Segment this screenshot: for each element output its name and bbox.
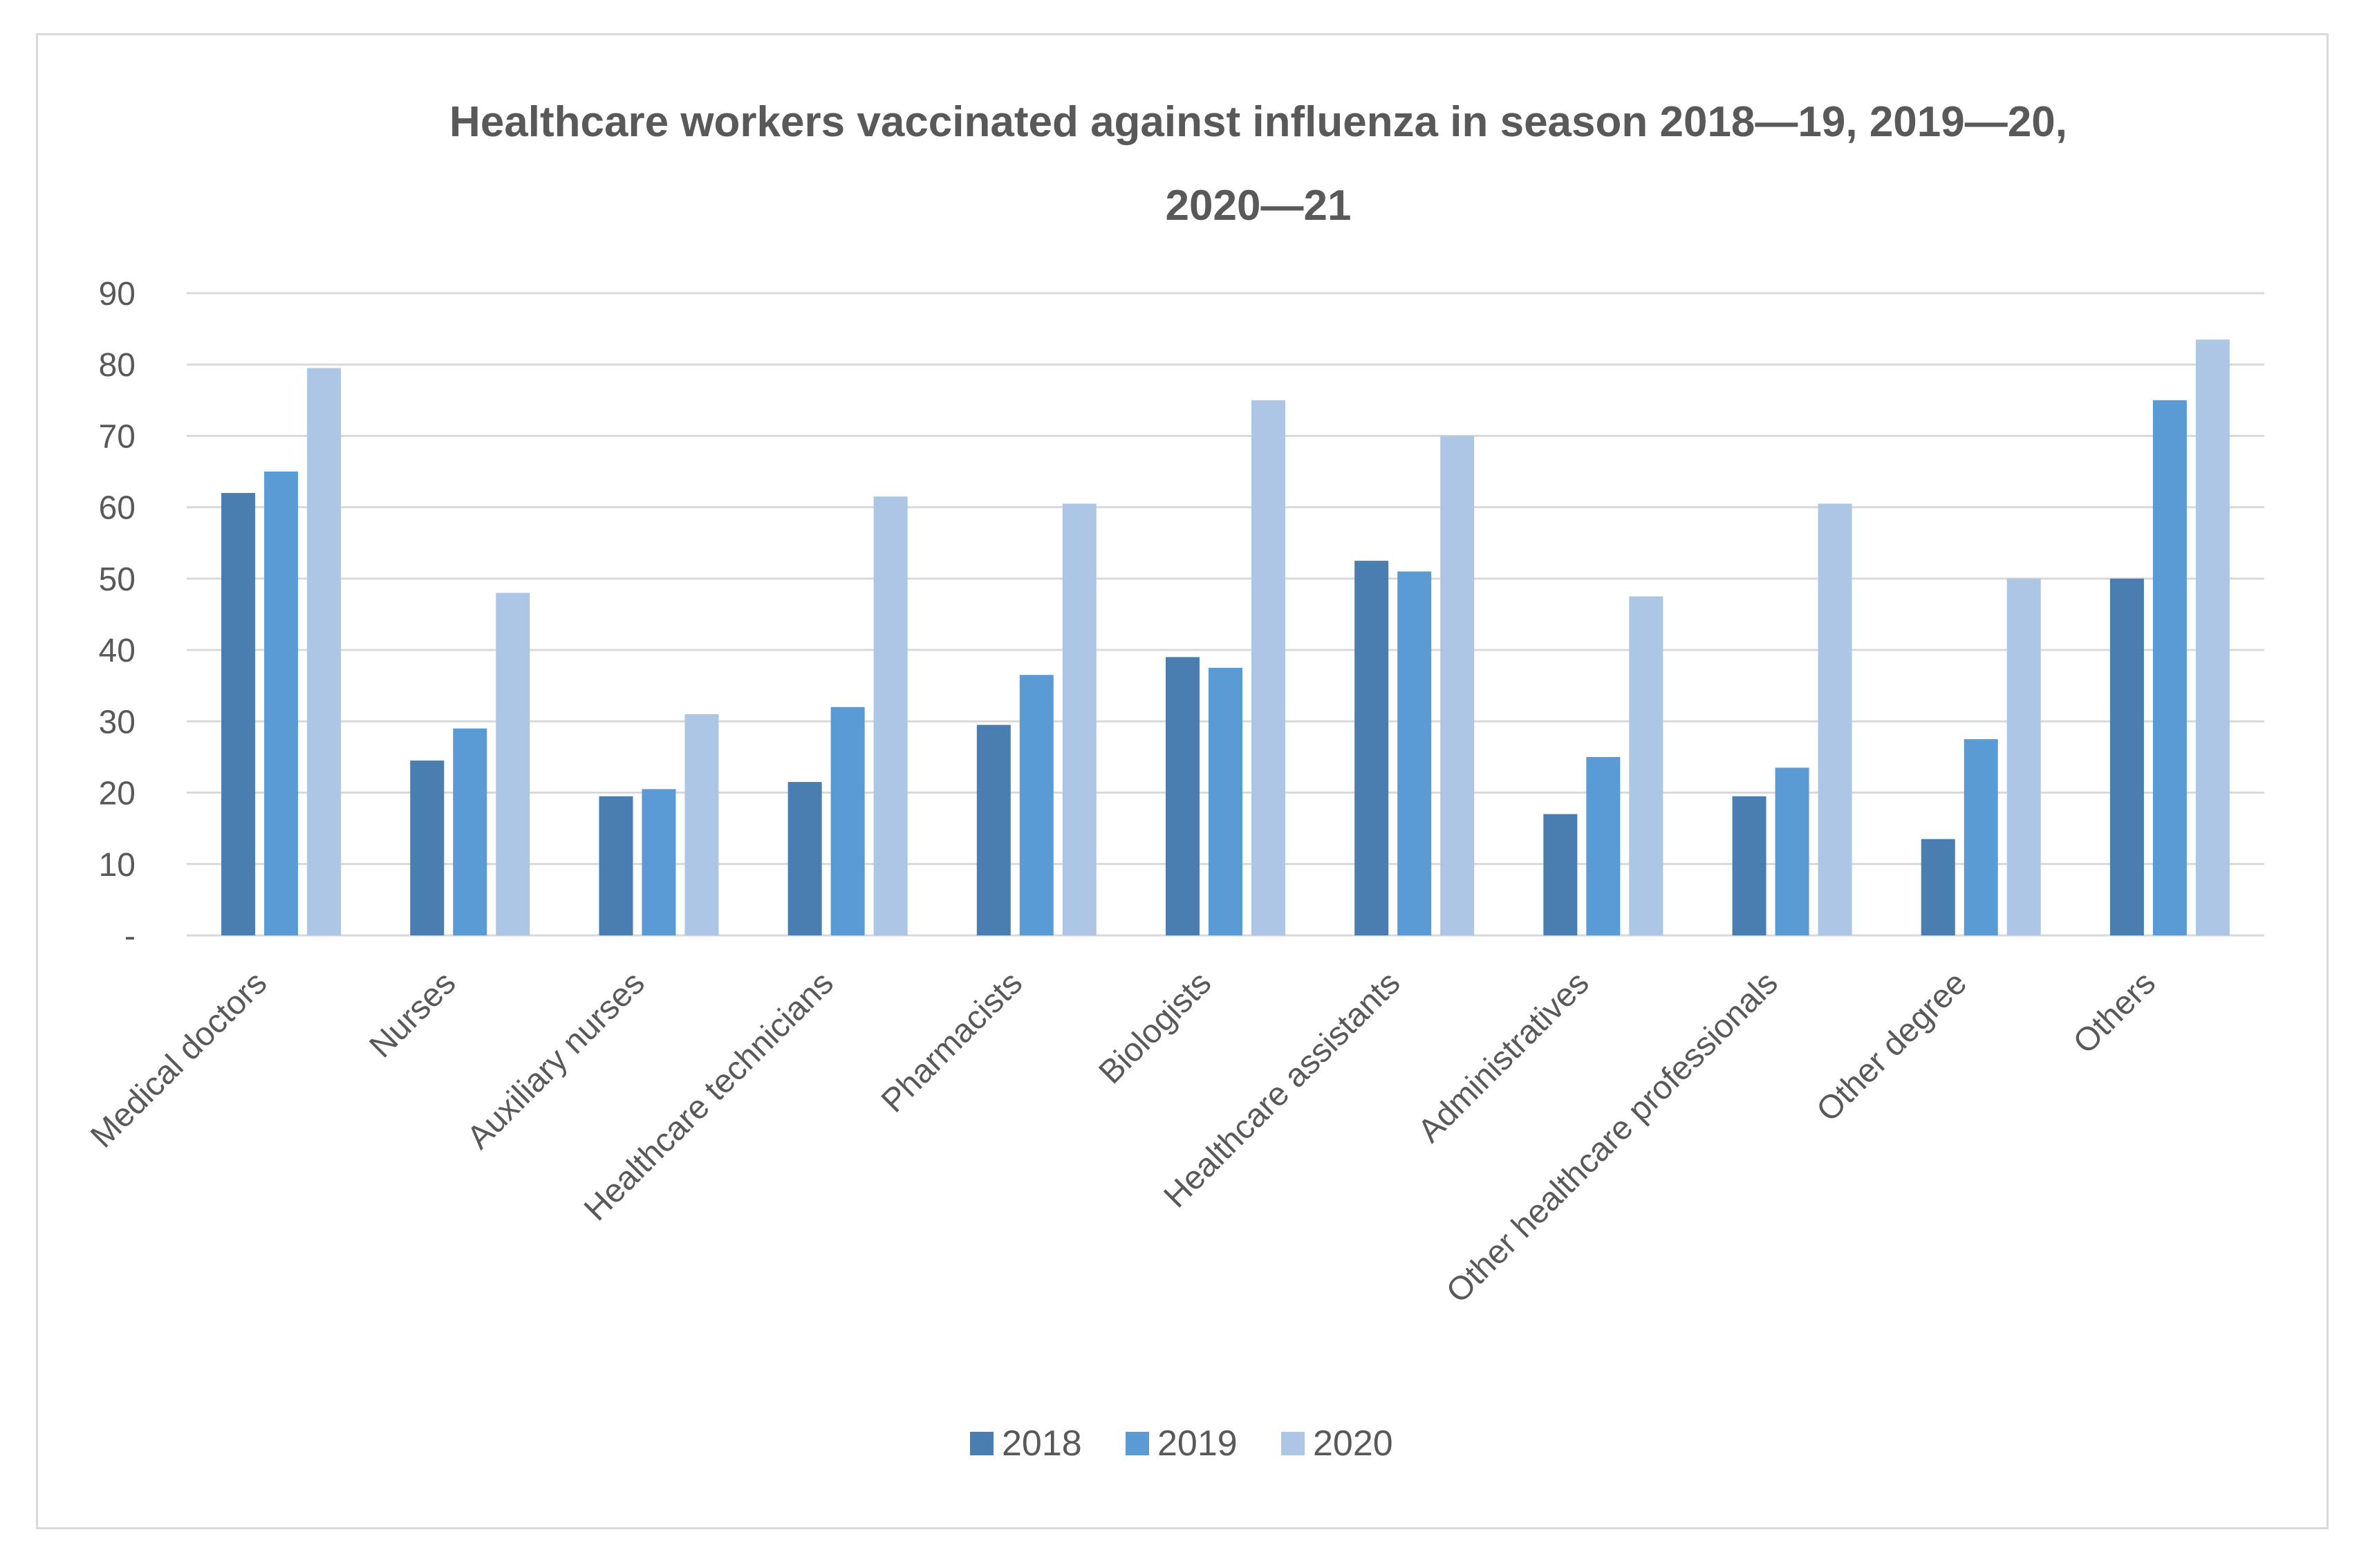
- x-category-label: Administratives: [1411, 964, 1596, 1150]
- bar-2020-6: [1440, 436, 1475, 935]
- bar-2019-10: [2152, 400, 2187, 935]
- y-tick-label: 20: [99, 776, 136, 812]
- bar-2018-1: [410, 760, 445, 935]
- bar-2019-7: [1586, 756, 1621, 935]
- y-tick-label: 60: [99, 490, 136, 527]
- bar-2019-4: [1019, 675, 1054, 935]
- bar-2020-9: [2006, 578, 2041, 935]
- bar-2018-9: [1921, 839, 1955, 935]
- legend-label-2020: 2020: [1313, 1424, 1393, 1464]
- y-tick-label: 50: [99, 561, 136, 598]
- x-category-label: Other healthcare professionals: [1439, 964, 1785, 1310]
- x-category-label: Auxiliary nurses: [460, 964, 652, 1156]
- bar-2019-1: [453, 728, 487, 935]
- chart-title-line1: Healthcare workers vaccinated against in…: [449, 98, 2067, 146]
- legend-swatch-2019: [1126, 1432, 1149, 1455]
- bar-2020-2: [684, 714, 719, 935]
- y-tick-label: 70: [99, 418, 136, 455]
- chart-title-line2: 2020—21: [1166, 182, 1352, 230]
- bars: [221, 339, 2230, 935]
- gridlines: [187, 292, 2264, 937]
- bar-2018-10: [2109, 578, 2144, 935]
- bar-2019-8: [1775, 767, 1809, 935]
- x-category-label: Medical doctors: [84, 964, 274, 1155]
- bar-2020-3: [873, 496, 908, 935]
- x-category-label: Pharmacists: [875, 964, 1029, 1119]
- bar-2020-8: [1818, 503, 1852, 935]
- y-tick-label: -: [124, 918, 136, 955]
- legend-label-2018: 2018: [1002, 1424, 1082, 1464]
- bar-2018-5: [1166, 657, 1200, 935]
- bar-2018-0: [221, 493, 256, 935]
- bar-2018-7: [1543, 814, 1578, 935]
- bar-2020-0: [307, 368, 342, 935]
- bar-2020-1: [496, 592, 530, 935]
- y-tick-label: 10: [99, 847, 136, 884]
- bar-2019-0: [264, 472, 299, 935]
- bar-2019-6: [1397, 571, 1432, 935]
- legend-swatch-2018: [970, 1432, 994, 1455]
- bar-2018-2: [599, 796, 633, 935]
- bar-2020-5: [1251, 400, 1285, 935]
- x-category-label: Others: [2067, 964, 2163, 1061]
- bar-2018-6: [1354, 561, 1389, 935]
- bar-2019-3: [830, 707, 865, 935]
- x-category-label: Other degree: [1810, 964, 1974, 1128]
- legend: 2018 2019 2020: [970, 1424, 1393, 1464]
- bar-2019-9: [1964, 739, 1998, 935]
- y-tick-label: 80: [99, 347, 136, 384]
- y-tick-label: 40: [99, 633, 136, 669]
- bar-2018-3: [787, 782, 822, 935]
- y-axis-ticks: - 10 20 30 40 50 60 70 80 90: [99, 276, 136, 955]
- y-tick-label: 90: [99, 276, 136, 312]
- x-category-label: Biologists: [1092, 964, 1219, 1091]
- legend-swatch-2020: [1281, 1432, 1305, 1455]
- bar-2020-4: [1062, 503, 1097, 935]
- x-category-label: Nurses: [363, 964, 463, 1065]
- bar-2019-2: [642, 789, 676, 935]
- legend-label-2019: 2019: [1157, 1424, 1238, 1464]
- bar-2018-4: [976, 725, 1011, 935]
- bar-2019-5: [1209, 667, 1242, 935]
- bar-2020-7: [1629, 596, 1663, 935]
- y-tick-label: 30: [99, 704, 136, 740]
- bar-2018-8: [1732, 796, 1766, 935]
- bar-2020-10: [2195, 339, 2230, 935]
